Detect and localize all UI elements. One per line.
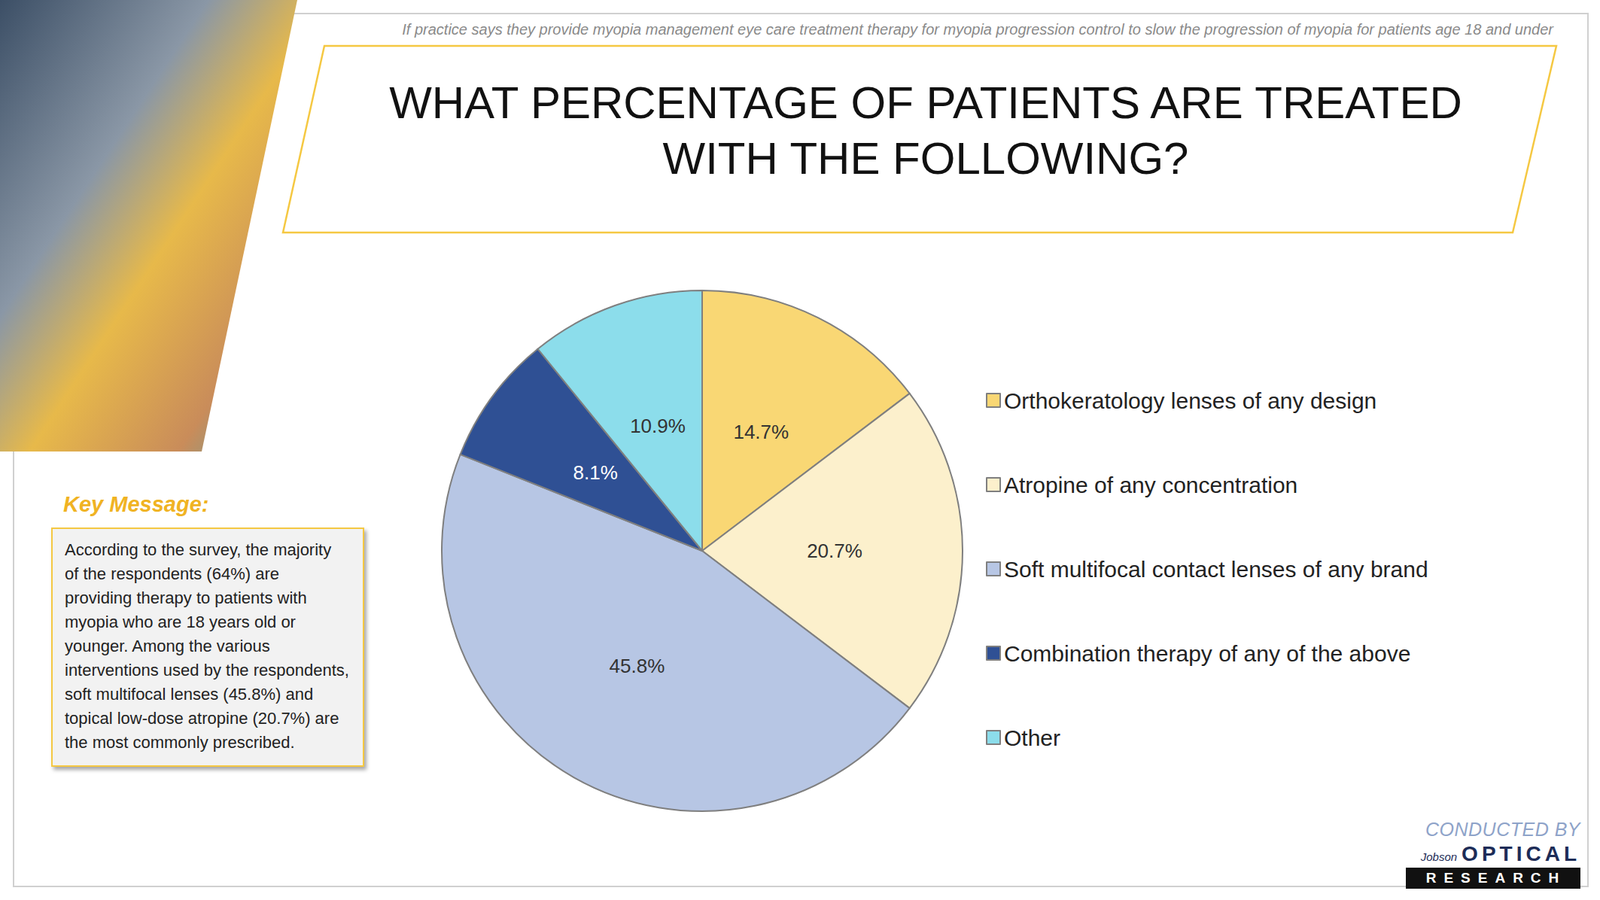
svg-text:14.7%: 14.7% — [733, 420, 789, 444]
html-text:If practice says they provide: If practice says they provide myopia man… — [402, 21, 1554, 38]
html-text:JobsonOPTICAL: JobsonOPTICAL — [1420, 842, 1581, 866]
html-text:CONDUCTED BY: CONDUCTED BY — [1425, 818, 1581, 840]
svg-text:45.8%: 45.8% — [609, 654, 666, 678]
svg-text:Combination therapy of any of: Combination therapy of any of the above — [1003, 641, 1411, 667]
svg-text:20.7%: 20.7% — [806, 539, 863, 563]
html-text:WHAT PERCENTAGE OF PATIENTS AR: WHAT PERCENTAGE OF PATIENTS ARE TREATED … — [389, 77, 1463, 184]
html-text:Key Message:: Key Message: — [63, 492, 209, 517]
svg-text:Orthokeratology lenses of any: Orthokeratology lenses of any design — [1003, 388, 1377, 414]
svg-text:Soft multifocal contact lenses: Soft multifocal contact lenses of any br… — [1003, 556, 1429, 582]
svg-text:8.1%: 8.1% — [573, 461, 618, 484]
svg-text:10.9%: 10.9% — [629, 414, 686, 438]
html-text:RESEARCH: RESEARCH — [1425, 869, 1567, 886]
svg-text:Other: Other — [1003, 725, 1061, 751]
svg-text:Atropine of any concentration: Atropine of any concentration — [1003, 472, 1298, 498]
html-text:According to the survey, the m: According to the survey, the majority of… — [64, 540, 350, 752]
